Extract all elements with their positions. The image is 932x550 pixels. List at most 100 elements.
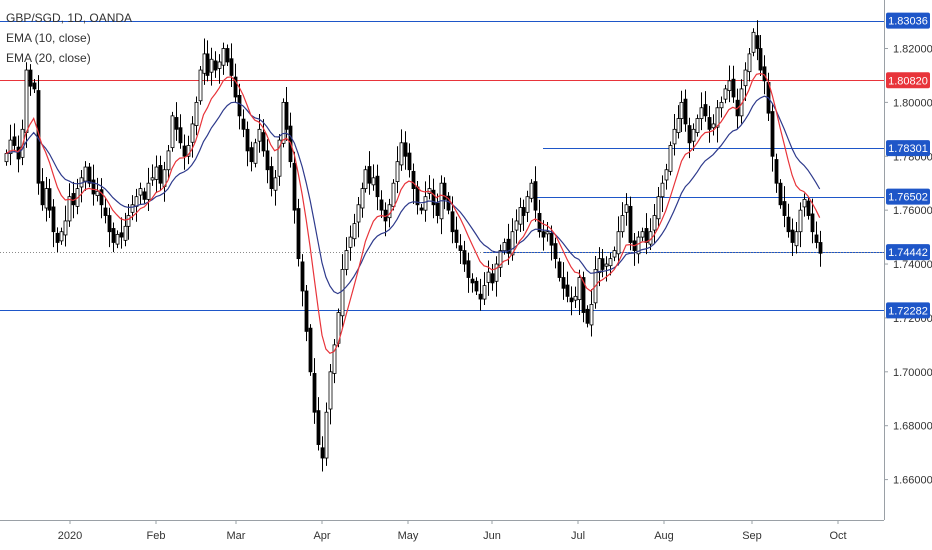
candle-body — [806, 200, 811, 216]
candle-body — [182, 145, 187, 157]
candle-30 — [123, 212, 128, 247]
candle-body — [620, 215, 625, 233]
candle-body — [802, 198, 807, 208]
candle-195 — [774, 153, 779, 193]
x-tick-label: Feb — [147, 530, 166, 542]
x-tick-label: Jul — [571, 530, 585, 542]
candle-body — [328, 371, 333, 410]
candle-102 — [407, 143, 412, 178]
candle-body — [541, 231, 546, 238]
candle-body — [119, 232, 124, 238]
candle-body — [300, 261, 305, 292]
candle-48 — [194, 96, 199, 136]
candle-115 — [458, 234, 463, 265]
time-axis[interactable]: 2020 Feb Mar Apr May Jun Jul Aug Sep Oct — [58, 520, 847, 542]
candle-179 — [711, 114, 716, 136]
candle-body — [166, 150, 171, 171]
candle-79 — [316, 397, 321, 451]
candle-132 — [525, 190, 530, 223]
candle-body — [628, 205, 633, 243]
candles — [4, 20, 823, 472]
candle-21 — [87, 163, 92, 188]
candle-168 — [668, 141, 673, 176]
candle-body — [691, 128, 696, 142]
price-tag-label: 1.78301 — [888, 143, 928, 155]
candle-body — [154, 166, 159, 180]
candle-body — [585, 308, 590, 324]
candle-body — [743, 69, 748, 87]
candle-body — [371, 177, 376, 186]
candle-75 — [300, 254, 305, 307]
candle-174 — [691, 123, 696, 151]
candle-body — [202, 53, 207, 74]
candle-39 — [158, 155, 163, 192]
candle-body — [549, 232, 554, 246]
candle-148 — [589, 289, 594, 337]
candle-body — [597, 258, 602, 274]
candle-body — [581, 277, 586, 313]
price-tag-box — [886, 12, 930, 29]
candle-161 — [640, 227, 645, 242]
candle-91 — [363, 165, 368, 193]
level-price-tags: 1.83036 1.80820 1.78301 1.76502 1.74442 1.722… — [886, 12, 930, 319]
price-axis[interactable]: 1.820001.800001.780001.760001.740001.720… — [884, 43, 932, 487]
candle-body — [367, 166, 372, 184]
candle-203 — [806, 196, 811, 220]
candle-176 — [699, 92, 704, 131]
candle-body — [190, 123, 195, 143]
candle-body — [423, 196, 428, 211]
candle-147 — [585, 305, 590, 328]
candle-body — [411, 170, 416, 190]
candle-16 — [67, 183, 72, 227]
ema10-legend[interactable]: EMA (10, close) — [6, 31, 91, 45]
ema20-legend[interactable]: EMA (20, close) — [6, 51, 91, 65]
price-tag-5: 1.72282 — [886, 302, 930, 319]
candle-body — [209, 58, 214, 73]
candle-52 — [209, 47, 214, 86]
candle-body — [644, 228, 649, 243]
candle-body — [818, 242, 823, 254]
candle-206 — [818, 230, 823, 267]
candle-body — [490, 273, 495, 284]
candle-202 — [802, 193, 807, 217]
candle-body — [529, 182, 534, 199]
price-tag-label: 1.72282 — [888, 305, 928, 317]
candle-131 — [521, 199, 526, 231]
candle-37 — [150, 164, 155, 186]
candle-body — [320, 447, 325, 459]
candle-body — [198, 69, 203, 102]
candle-body — [672, 128, 677, 145]
candle-90 — [360, 182, 365, 218]
candle-155 — [616, 216, 621, 266]
candle-body — [186, 145, 191, 157]
candle-95 — [379, 190, 384, 218]
candle-139 — [553, 237, 558, 269]
price-tag-box — [886, 188, 930, 205]
candle-body — [668, 145, 673, 172]
price-tag-1: 1.80820 — [886, 72, 930, 89]
candle-body — [249, 147, 254, 163]
candle-body — [363, 169, 368, 190]
candle-77 — [308, 324, 313, 376]
price-tag-0: 1.83036 — [886, 12, 930, 29]
symbol-title[interactable]: GBP/SGD, 1D, OANDA — [6, 11, 133, 25]
price-tag-box — [886, 72, 930, 89]
candle-body — [233, 76, 238, 98]
candle-body — [316, 410, 321, 445]
candle-body — [344, 250, 349, 270]
candle-20 — [83, 161, 88, 191]
candle-108 — [431, 178, 436, 219]
candle-body — [624, 204, 629, 213]
candle-body — [229, 58, 234, 76]
candle-body — [245, 128, 250, 152]
candle-body — [660, 182, 665, 198]
candle-body — [296, 208, 301, 260]
candle-105 — [419, 203, 424, 215]
candle-51 — [205, 40, 210, 82]
candle-196 — [778, 179, 783, 209]
candle-46 — [186, 135, 191, 165]
candle-188 — [747, 47, 752, 82]
candle-body — [683, 98, 688, 125]
candle-56 — [225, 44, 230, 67]
